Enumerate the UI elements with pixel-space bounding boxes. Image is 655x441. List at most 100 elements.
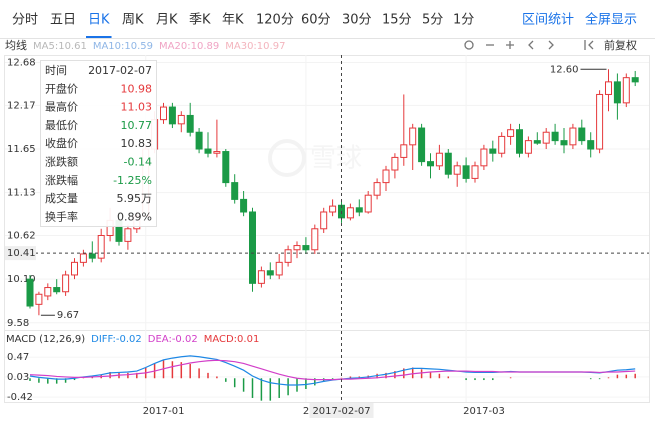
pan-right-button[interactable] xyxy=(548,40,554,50)
candle-body xyxy=(204,148,212,154)
watermark-logo xyxy=(268,139,306,177)
macd-legend-item: DIFF:-0.02 xyxy=(91,334,142,345)
candle-body xyxy=(249,211,256,284)
tooltip-value: 10.77 xyxy=(121,119,153,132)
settings-button[interactable] xyxy=(464,40,474,50)
candle-body xyxy=(516,129,523,154)
candle-body xyxy=(453,165,461,175)
toolbar-icons xyxy=(464,40,594,50)
candle-body xyxy=(35,293,43,305)
zoom-in-button[interactable] xyxy=(506,41,514,49)
tooltip-label: 时间 xyxy=(45,64,67,77)
y-tick-label: 11.13 xyxy=(7,188,36,199)
candle-body xyxy=(560,140,568,146)
macd-legend-item: DEA:-0.02 xyxy=(148,334,198,345)
ma-legend-item: MA20:10.89 xyxy=(159,41,219,52)
candle-body xyxy=(231,182,239,200)
x-tick-label: 2017-01 xyxy=(143,406,185,417)
pan-left-button[interactable] xyxy=(528,40,534,50)
candle-body xyxy=(302,245,310,251)
tab[interactable]: 60分 xyxy=(301,13,331,28)
tooltip-value: 10.83 xyxy=(121,137,153,150)
crosshair-price-box xyxy=(5,246,36,261)
candle-body xyxy=(284,249,292,263)
macd-line xyxy=(29,355,636,386)
tooltip-label: 收盘价 xyxy=(45,136,78,150)
macd-y-tick-label: -0.42 xyxy=(7,392,33,403)
ma-legend-item: MA5:10.61 xyxy=(33,41,87,52)
candle-body xyxy=(222,151,230,184)
candle-body xyxy=(160,106,167,121)
macd-legend-item: MACD (12,26,9) xyxy=(6,334,85,345)
y-tick-label: 10.62 xyxy=(7,230,36,241)
tooltip-value: 5.95万 xyxy=(117,192,153,205)
crosshair-date-box xyxy=(309,403,374,418)
tooltip-label: 开盘价 xyxy=(45,81,78,95)
tab[interactable]: 120分 xyxy=(256,13,294,28)
tooltip-box xyxy=(40,60,157,227)
tooltip-value: 2017-02-07 xyxy=(88,64,152,77)
tab[interactable]: 五日 xyxy=(50,13,76,28)
crosshair-date-label: 2017-02-07 xyxy=(312,406,370,417)
y-tick-label: 10.10 xyxy=(7,274,36,285)
tab[interactable]: 30分 xyxy=(342,13,372,28)
candle-body xyxy=(293,245,301,251)
candle-body xyxy=(409,127,417,146)
candle-body xyxy=(71,261,78,276)
candle-body xyxy=(168,106,176,125)
candle-body xyxy=(311,228,319,251)
tab[interactable]: 季K xyxy=(189,13,211,28)
tab[interactable]: 5分 xyxy=(422,13,443,28)
candle-body xyxy=(524,140,532,154)
action-link[interactable]: 全屏显示 xyxy=(585,12,637,28)
candle-body xyxy=(355,207,363,213)
action-link[interactable]: 区间统计 xyxy=(522,13,574,28)
pan-start-button[interactable] xyxy=(584,40,594,50)
tab[interactable]: 日K xyxy=(88,13,110,28)
candle-body xyxy=(329,205,337,213)
ma-legend-title: 均线 xyxy=(5,38,27,52)
candle-body xyxy=(631,77,639,83)
candle-body xyxy=(275,261,283,276)
y-tick-label: 12.17 xyxy=(7,100,36,111)
candle-body xyxy=(53,287,61,293)
candle-body xyxy=(462,165,470,179)
candle-body xyxy=(605,81,612,95)
candle-body xyxy=(391,156,399,171)
watermark-text: 雪球 xyxy=(310,144,362,174)
candle-body xyxy=(400,144,408,158)
candle-body xyxy=(213,151,221,154)
tooltip-label: 最低价 xyxy=(45,119,78,132)
tooltip: 时间 2017-02-07 开盘价 10.98 最高价 11.03 最低价 10.77 收盘价 1… xyxy=(40,60,157,227)
candle-body xyxy=(44,287,52,297)
candle-body xyxy=(257,270,265,284)
y-tick-label: 12.68 xyxy=(7,58,36,69)
tooltip-value: 11.03 xyxy=(121,101,153,114)
candle-body xyxy=(578,127,586,142)
tab[interactable]: 年K xyxy=(222,13,244,28)
candle-body xyxy=(124,228,132,242)
tooltip-label: 最高价 xyxy=(45,100,78,114)
candle-body xyxy=(97,234,105,259)
macd-line xyxy=(29,359,636,381)
x-tick-label: 2017-03 xyxy=(463,406,505,417)
tooltip-value: 10.98 xyxy=(121,82,153,95)
tab[interactable]: 1分 xyxy=(453,13,474,28)
tab[interactable]: 月K xyxy=(156,13,178,28)
tab[interactable]: 15分 xyxy=(382,13,412,28)
candle-body xyxy=(435,152,443,167)
macd-legend-item: MACD:0.01 xyxy=(204,334,260,345)
tab[interactable]: 分时 xyxy=(12,13,38,28)
candle-body xyxy=(240,198,248,213)
candle-body xyxy=(498,135,506,154)
candle-body xyxy=(542,131,550,144)
candle-body xyxy=(507,129,515,137)
candle-body xyxy=(596,93,604,150)
tooltip-label: 成交量 xyxy=(45,191,78,205)
watermark: 雪球 xyxy=(268,139,362,177)
adjust-button[interactable]: 前复权 xyxy=(604,38,637,52)
candle-body xyxy=(320,211,328,230)
tab[interactable]: 周K xyxy=(122,13,144,28)
annotation-label: 12.60 xyxy=(550,64,579,75)
candle-body xyxy=(195,131,203,150)
